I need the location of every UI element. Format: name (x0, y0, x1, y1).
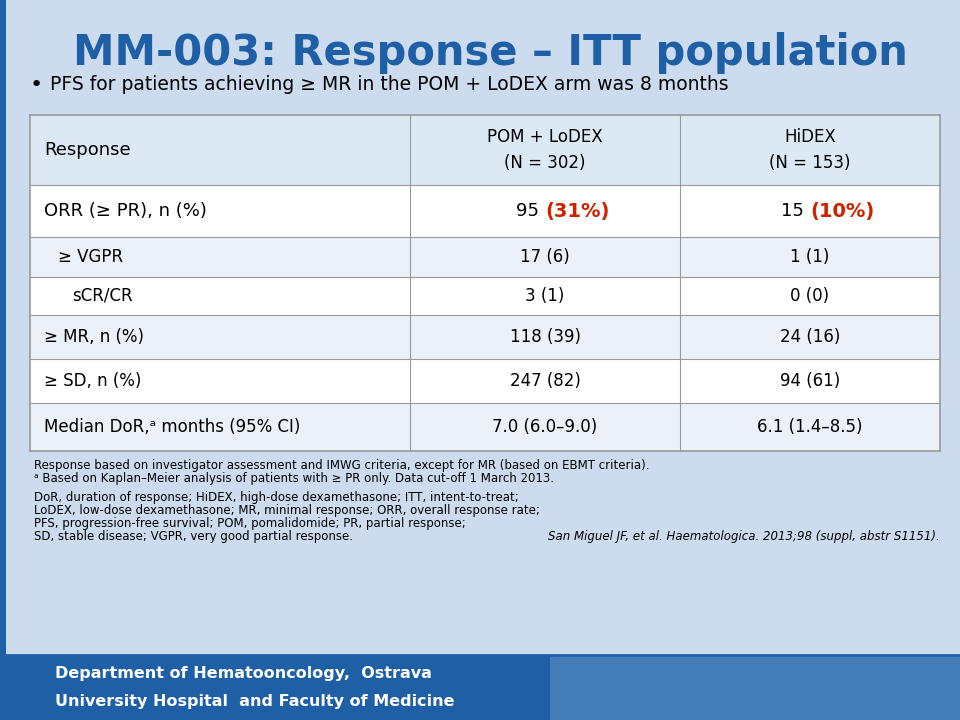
Text: SD, stable disease; VGPR, very good partial response.: SD, stable disease; VGPR, very good part… (34, 530, 353, 543)
Text: 94 (61): 94 (61) (780, 372, 840, 390)
Bar (30, 115, 940, 185)
Bar (30, 403, 940, 451)
Text: sCR/CR: sCR/CR (72, 287, 132, 305)
Bar (30, 185, 940, 237)
Text: PFS for patients achieving ≥ MR in the POM + LoDEX arm was 8 months: PFS for patients achieving ≥ MR in the P… (50, 76, 729, 94)
Text: 0 (0): 0 (0) (790, 287, 829, 305)
Text: 95: 95 (516, 202, 545, 220)
Bar (30, 359, 940, 403)
Text: ≥ MR, n (%): ≥ MR, n (%) (44, 328, 144, 346)
Text: 1 (1): 1 (1) (790, 248, 829, 266)
Text: ≥ VGPR: ≥ VGPR (58, 248, 123, 266)
Text: Response: Response (44, 141, 131, 159)
Text: (31%): (31%) (545, 202, 610, 220)
Bar (0, 655, 960, 720)
Text: 247 (82): 247 (82) (510, 372, 581, 390)
Text: HiDEX
(N = 153): HiDEX (N = 153) (769, 128, 851, 171)
Text: 7.0 (6.0–9.0): 7.0 (6.0–9.0) (492, 418, 598, 436)
Text: Median DoR,ᵃ months (95% CI): Median DoR,ᵃ months (95% CI) (44, 418, 300, 436)
Bar (30, 277, 940, 315)
Bar (30, 237, 940, 277)
Text: 15: 15 (781, 202, 810, 220)
Text: Department of Hematooncology,  Ostrava: Department of Hematooncology, Ostrava (55, 666, 432, 680)
Text: MM-003: Response – ITT population: MM-003: Response – ITT population (73, 32, 907, 74)
Text: DoR, duration of response; HiDEX, high-dose dexamethasone; ITT, intent-to-treat;: DoR, duration of response; HiDEX, high-d… (34, 491, 518, 504)
Text: Response based on investigator assessment and IMWG criteria, except for MR (base: Response based on investigator assessmen… (34, 459, 650, 472)
Text: ≥ SD, n (%): ≥ SD, n (%) (44, 372, 141, 390)
Bar (550, 655, 960, 720)
Text: 17 (6): 17 (6) (520, 248, 570, 266)
Bar (0, 0, 6, 720)
Text: University Hospital  and Faculty of Medicine: University Hospital and Faculty of Medic… (55, 694, 454, 709)
Text: PFS, progression-free survival; POM, pomalidomide; PR, partial response;: PFS, progression-free survival; POM, pom… (34, 517, 466, 530)
Text: 118 (39): 118 (39) (510, 328, 581, 346)
Text: 6.1 (1.4–8.5): 6.1 (1.4–8.5) (757, 418, 863, 436)
Text: 3 (1): 3 (1) (525, 287, 564, 305)
Bar (30, 315, 940, 359)
Text: •: • (30, 75, 43, 95)
Text: ᵃ Based on Kaplan–Meier analysis of patients with ≥ PR only. Data cut-off 1 Marc: ᵃ Based on Kaplan–Meier analysis of pati… (34, 472, 554, 485)
Text: POM + LoDEX
(N = 302): POM + LoDEX (N = 302) (487, 128, 603, 171)
Text: ORR (≥ PR), n (%): ORR (≥ PR), n (%) (44, 202, 206, 220)
Text: (10%): (10%) (810, 202, 875, 220)
Text: San Miguel JF, et al. Haematologica. 2013;98 (suppl, abstr S1151).: San Miguel JF, et al. Haematologica. 201… (548, 530, 940, 543)
Text: LoDEX, low-dose dexamethasone; MR, minimal response; ORR, overall response rate;: LoDEX, low-dose dexamethasone; MR, minim… (34, 504, 540, 517)
Text: 24 (16): 24 (16) (780, 328, 840, 346)
